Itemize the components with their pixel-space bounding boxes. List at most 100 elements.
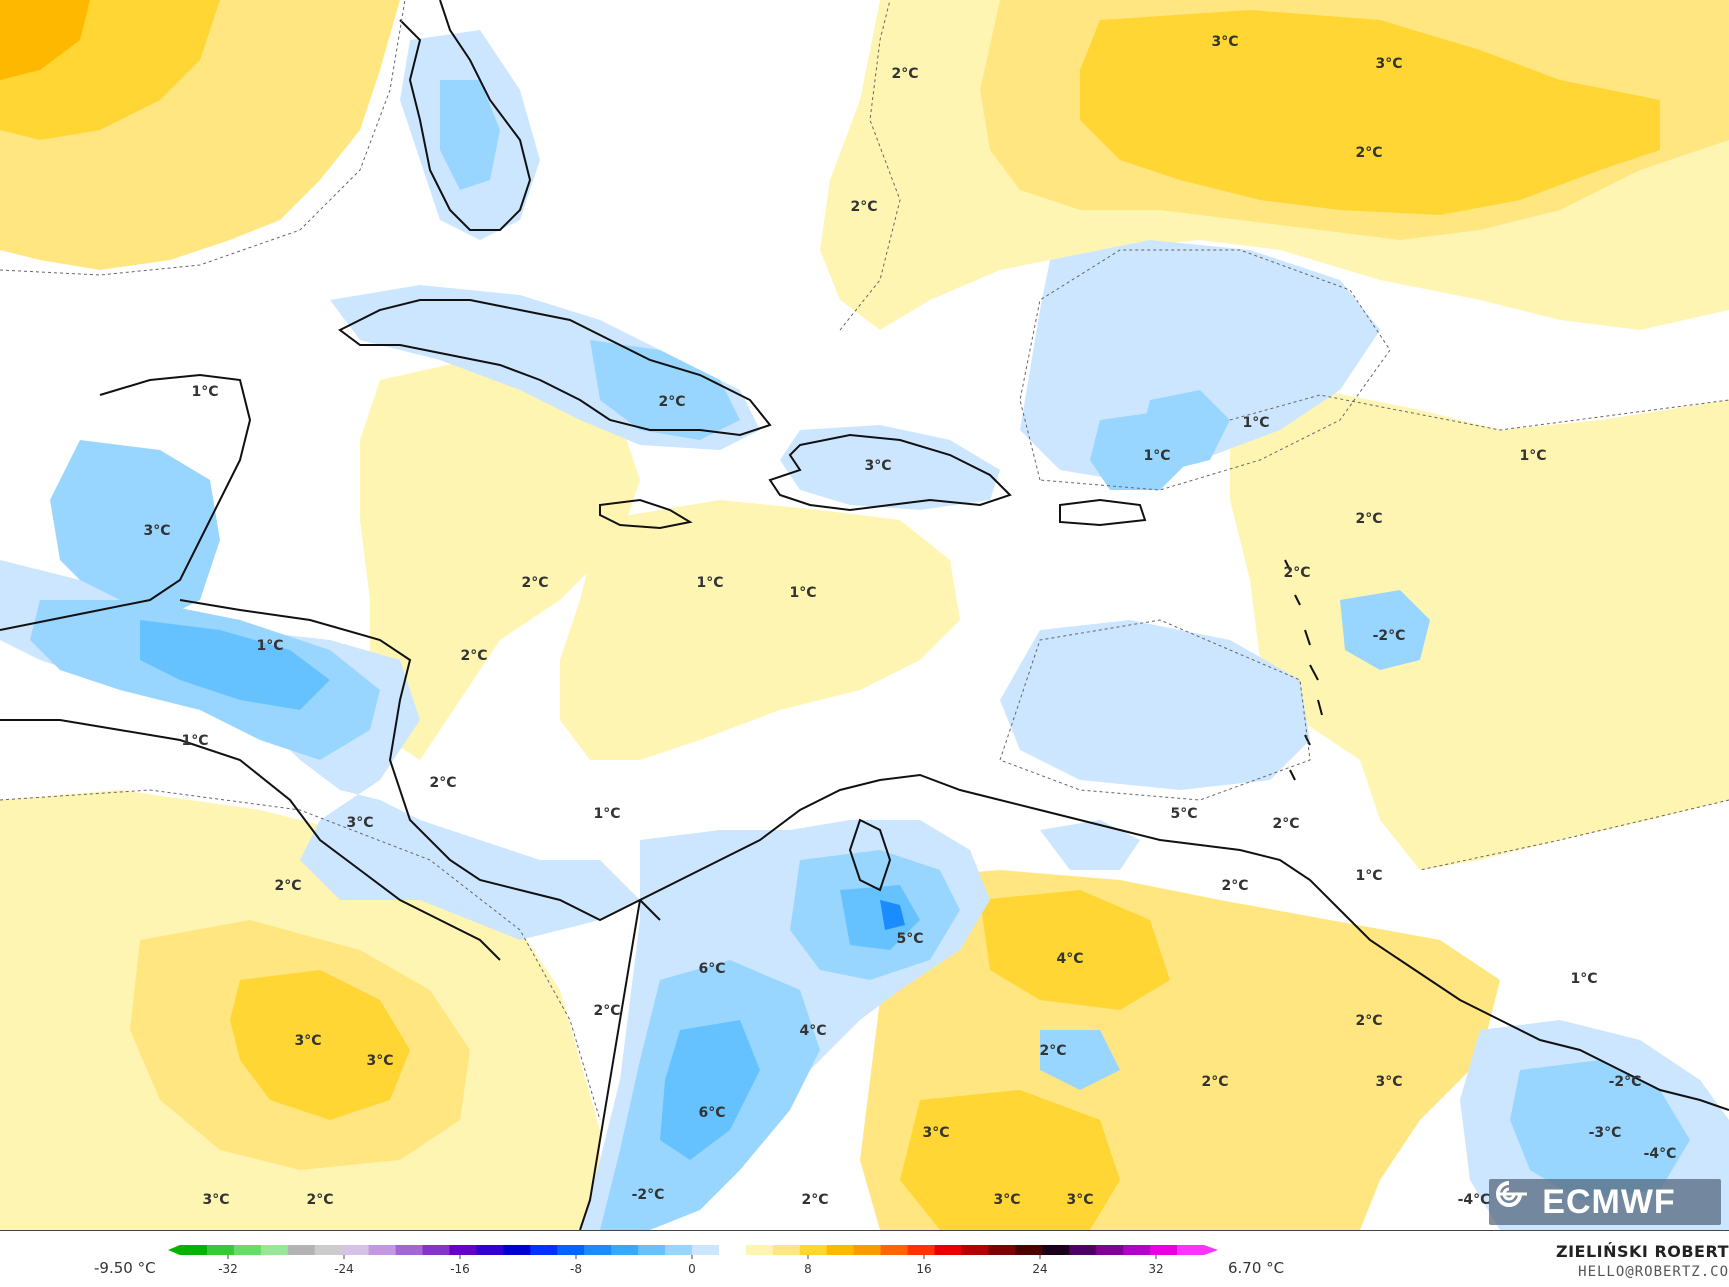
ecmwf-swirl-icon — [1496, 1181, 1527, 1207]
colorbar-swatch — [341, 1245, 370, 1255]
colorbar-tick-label: -24 — [334, 1262, 354, 1276]
colorbar-swatch — [799, 1245, 828, 1255]
coastlines — [0, 0, 1729, 1230]
colorbar-swatch — [1123, 1245, 1151, 1255]
temperature-label: 3°C — [1066, 1192, 1093, 1208]
colorbar-swatches — [168, 1245, 1218, 1255]
temperature-label: 3°C — [366, 1053, 393, 1069]
cool-anomaly-areas — [0, 30, 1729, 1230]
temperature-label: 4°C — [799, 1023, 826, 1039]
temperature-label: 2°C — [1283, 565, 1310, 581]
footer: -9.50 °C -32 -24 -16 -8 0 8 16 24 32 6.70 °C ZIE… — [0, 1231, 1729, 1287]
colorbar-swatch — [287, 1245, 316, 1255]
colorbar-swatch — [880, 1245, 909, 1255]
temperature-label: 2°C — [1355, 511, 1382, 527]
temperature-label: 2°C — [521, 575, 548, 591]
temperature-label: 1°C — [1355, 868, 1382, 884]
colorbar-swatch — [368, 1245, 397, 1255]
colorbar-swatch — [934, 1245, 962, 1255]
colorbar-swatch — [1042, 1245, 1070, 1255]
temperature-label: -2°C — [632, 1187, 665, 1203]
min-value: -9.50 °C — [94, 1259, 156, 1277]
temperature-label: 5°C — [896, 931, 923, 947]
temperature-label: 2°C — [593, 1003, 620, 1019]
colorbar-swatch — [422, 1245, 450, 1255]
colorbar-swatch — [449, 1245, 477, 1255]
colorbar-tick-label: -32 — [218, 1262, 238, 1276]
warm-anomaly-areas — [0, 0, 1729, 1230]
temperature-label: 2°C — [1272, 816, 1299, 832]
temperature-label: -4°C — [1644, 1146, 1677, 1162]
temperature-label: 2°C — [1201, 1074, 1228, 1090]
colorbar-swatch — [1150, 1245, 1178, 1255]
colorbar-swatch — [530, 1245, 558, 1255]
colorbar-swatch — [1096, 1245, 1124, 1255]
temperature-label: 3°C — [346, 815, 373, 831]
colorbar-swatch — [718, 1245, 747, 1255]
colorbar-swatch — [826, 1245, 855, 1255]
temperature-label: 2°C — [850, 199, 877, 215]
temperature-label: 2°C — [429, 775, 456, 791]
temperature-label: 1°C — [1242, 415, 1269, 431]
ecmwf-logo: ECMWF — [1489, 1179, 1721, 1225]
author-email: HELLO@ROBERTZ.CO — [1578, 1264, 1729, 1280]
temperature-label: 3°C — [1375, 1074, 1402, 1090]
colorbar-swatch — [233, 1245, 262, 1255]
temperature-label: 3°C — [143, 523, 170, 539]
temperature-label: 6°C — [698, 961, 725, 977]
temperature-label: 2°C — [1039, 1043, 1066, 1059]
colorbar-swatch — [692, 1245, 720, 1255]
temperature-label: 3°C — [294, 1033, 321, 1049]
temperature-label: -2°C — [1373, 628, 1406, 644]
temperature-label: -2°C — [1609, 1074, 1642, 1090]
ecmwf-logo-text: ECMWF — [1542, 1182, 1676, 1221]
temperature-label: 3°C — [993, 1192, 1020, 1208]
colorbar-swatch — [988, 1245, 1016, 1255]
colorbar-swatch — [314, 1245, 343, 1255]
temperature-label: 1°C — [191, 384, 218, 400]
temperature-label: 2°C — [460, 648, 487, 664]
colorbar-swatch — [476, 1245, 504, 1255]
temperature-anomaly-map: 2°C 3°C 3°C 2°C 2°C 1°C 2°C 1°C 1°C 1°C 2°C 3°C 3°C 2… — [0, 0, 1729, 1230]
colorbar-swatch — [853, 1245, 882, 1255]
colorbar-swatch — [745, 1245, 774, 1255]
temperature-label: 1°C — [1570, 971, 1597, 987]
temperature-labels: 2°C 3°C 3°C 2°C 2°C 1°C 2°C 1°C 1°C 1°C 2°C 3°C 3°C 2… — [143, 34, 1676, 1208]
colorbar-tick-label: 8 — [804, 1262, 812, 1276]
colorbar-swatch — [907, 1245, 936, 1255]
map-panel: 2°C 3°C 3°C 2°C 2°C 1°C 2°C 1°C 1°C 1°C 2°C 3°C 3°C 2… — [0, 0, 1729, 1231]
temperature-label: 1°C — [789, 585, 816, 601]
colorbar-swatch — [611, 1245, 639, 1255]
colorbar-swatch — [1069, 1245, 1097, 1255]
colorbar-swatch — [260, 1245, 289, 1255]
colorbar-swatch — [961, 1245, 989, 1255]
temperature-label: 2°C — [658, 394, 685, 410]
colorbar-swatch — [395, 1245, 424, 1255]
colorbar-tick-label: -8 — [570, 1262, 582, 1276]
temperature-label: 1°C — [696, 575, 723, 591]
colorbar-swatch — [584, 1245, 612, 1255]
temperature-label: 2°C — [801, 1192, 828, 1208]
temperature-label: 2°C — [1221, 878, 1248, 894]
temperature-label: 4°C — [1056, 951, 1083, 967]
temperature-label: 3°C — [1211, 34, 1238, 50]
colorbar-swatch — [1177, 1245, 1205, 1255]
colorbar-tick-label: 32 — [1148, 1262, 1163, 1276]
temperature-label: -4°C — [1458, 1192, 1491, 1208]
temperature-label: 1°C — [1519, 448, 1546, 464]
temperature-label: 3°C — [202, 1192, 229, 1208]
max-value: 6.70 °C — [1228, 1259, 1285, 1277]
colorbar-swatch — [503, 1245, 531, 1255]
colorbar-swatch — [772, 1245, 801, 1255]
colorbar-legend: -32 -24 -16 -8 0 8 16 24 32 — [168, 1245, 1218, 1276]
author-name: ZIELIŃSKI ROBERT — [1555, 1242, 1729, 1261]
contour-lines — [0, 0, 1729, 1121]
temperature-label: 6°C — [698, 1105, 725, 1121]
colorbar-max-arrow — [1204, 1245, 1218, 1255]
colorbar-swatch — [557, 1245, 585, 1255]
temperature-label: 1°C — [593, 806, 620, 822]
temperature-label: 2°C — [274, 878, 301, 894]
colorbar-swatch — [180, 1245, 208, 1255]
colorbar-min-arrow — [168, 1245, 180, 1255]
temperature-label: 5°C — [1170, 806, 1197, 822]
